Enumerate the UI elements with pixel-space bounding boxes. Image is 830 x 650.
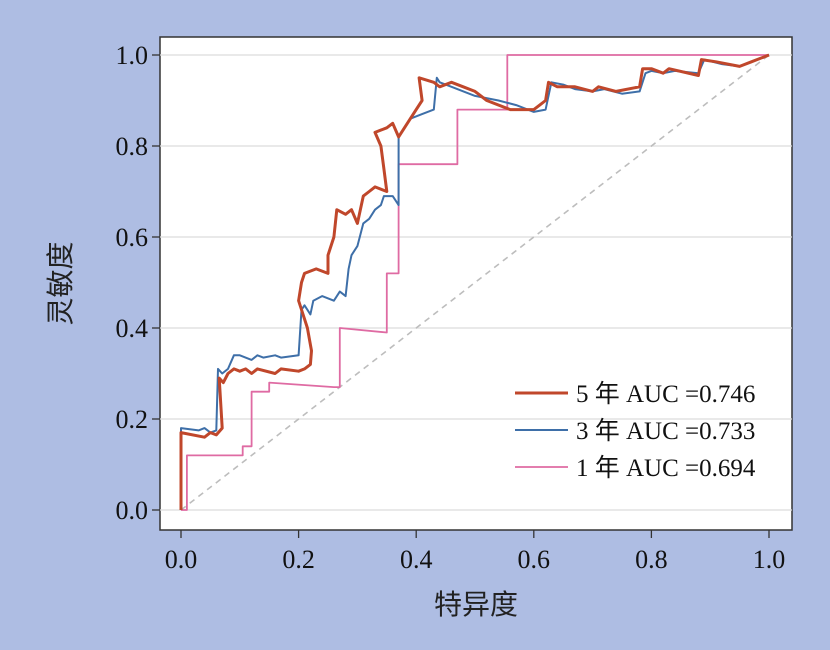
y-tick-label-4: 0.8	[116, 132, 149, 161]
x-tick-label-4: 0.8	[635, 545, 668, 574]
series-line-3	[181, 54, 769, 511]
reference-diagonal-line	[180, 54, 770, 511]
y-tick-label-5: 1.0	[116, 41, 149, 70]
legend-label-1: 5 年 AUC =0.746	[576, 380, 755, 408]
y-tick-label-1: 0.2	[116, 405, 149, 434]
x-tick-label-3: 0.6	[518, 545, 551, 574]
x-tick-label-1: 0.2	[282, 545, 315, 574]
series-line-2	[180, 54, 770, 510]
legend-label-3: 1 年 AUC =0.694	[576, 454, 756, 482]
series-line-1	[179, 53, 770, 510]
x-axis-title: 特异度	[434, 588, 518, 621]
x-tick-label-5: 1.0	[753, 545, 786, 574]
y-tick-label-3: 0.6	[116, 223, 149, 252]
x-tick-label-0: 0.0	[165, 545, 198, 574]
y-axis-title: 灵敏度	[44, 241, 77, 325]
legend-label-2: 3 年 AUC =0.733	[576, 417, 755, 445]
x-tick-label-2: 0.4	[400, 545, 433, 574]
y-tick-label-0: 0.0	[116, 496, 149, 525]
y-tick-label-2: 0.4	[116, 314, 149, 343]
